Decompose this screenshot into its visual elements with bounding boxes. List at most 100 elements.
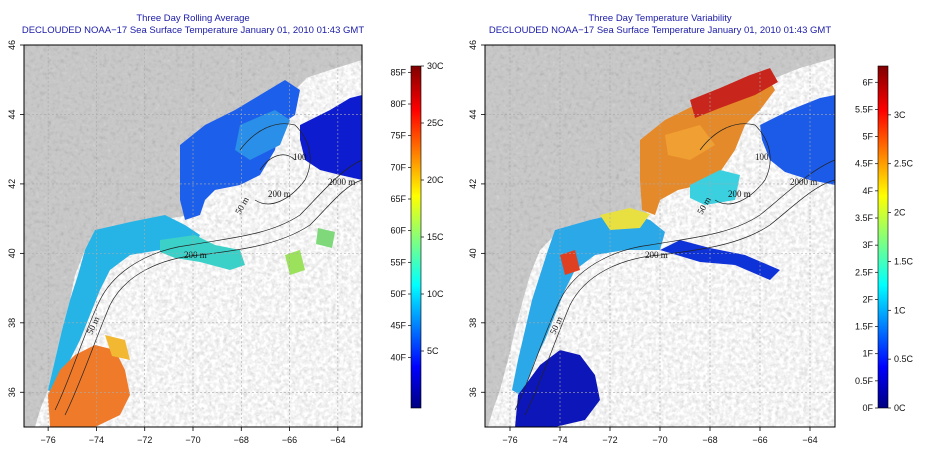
sst-shelf-break [160,235,245,270]
colorbar-label-c: 0C [894,403,906,413]
var-mab-shelf [512,212,665,395]
var-bay-of-fundy [690,68,778,118]
x-tick-label: −70 [652,435,667,445]
colorbar-label-c: 3C [894,110,906,120]
colorbar-label-f: 5.5F [855,104,874,114]
x-tick-label: −74 [89,435,104,445]
y-tick-label: 40 [468,248,478,258]
colorbar-label-f: 2.5F [855,267,874,277]
colorbar-right [877,65,889,409]
y-tick-label: 36 [7,387,17,397]
colorbar-label-f: 4.5F [855,159,874,169]
isobath-label-200-right-2: 200 m [645,250,668,260]
var-offshore-south [515,350,600,427]
sst-scotian-shelf [300,95,362,180]
colorbar-label-f: 75F [390,131,406,141]
x-tick-label: −68 [702,435,717,445]
colorbar-label-f: 40F [390,352,406,362]
colorbar-label-f: 3F [862,240,873,250]
var-shelf-yellow [600,208,650,230]
colorbar-ticks-left: 5C 10C 15C 20C 25C 30C 40F 45F 50F 55F 60F 65F 70F 75… [390,61,444,362]
isobath-line [699,123,771,205]
colorbar-label-c: 20C [427,175,444,185]
colorbar-label-c: 25C [427,118,444,128]
colorbar-label-c: 15C [427,232,444,242]
x-tick-label: −64 [802,435,817,445]
colorbar-ticks-right: 0C 0.5C 1C 1.5C 2C 2.5C 3C 0F 0.5F 1F 1.5F 2F 2.5F 3F… [855,77,914,413]
right-title: Three Day Temperature Variability [588,13,732,24]
x-tick-label: −74 [552,435,567,445]
x-tick-label: −66 [282,435,297,445]
y-tick-label: 44 [7,109,17,119]
colorbar-label-f: 80F [390,99,406,109]
isobath-line [239,123,311,205]
land-mass [485,45,835,427]
x-tick-label: −76 [502,435,517,445]
grid-left [24,45,362,427]
axis-ticks-left: −76 −74 −72 −70 −68 −66 −64 36 38 40 42 44 46 [7,40,345,445]
isobath-label-100-left: 100 [293,152,307,162]
isobath-contours [54,123,362,416]
sst-mab-shelf [48,215,200,395]
y-tick-label: 38 [468,318,478,328]
colorbar-label-f: 3.5F [855,213,874,223]
sst-hatteras-warm [48,345,130,427]
colorbar-label-f: 6F [862,77,873,87]
y-tick-label: 44 [468,109,478,119]
colorbar-label-f: 4F [862,186,873,196]
x-tick-label: −68 [234,435,249,445]
isobath-label-200-left: 200 m [268,189,291,199]
colorbar-label-c: 10C [427,289,444,299]
y-tick-label: 36 [468,387,478,397]
colorbar-label-f: 1F [862,349,873,359]
colorbar-label-f: 50F [390,289,406,299]
isobath-line [54,159,362,411]
colorbar-label-c: 1.5C [894,256,914,266]
isobath-contours [514,123,835,416]
colorbar-label-c: 5C [427,346,439,356]
x-tick-label: −72 [137,435,152,445]
colorbar-label-c: 0.5C [894,354,914,364]
colorbar-label-c: 30C [427,61,444,71]
isobath-label-200-right: 200 m [728,189,751,199]
colorbar-label-f: 0.5F [855,376,874,386]
isobath-line [524,179,835,416]
y-tick-label: 42 [7,179,17,189]
y-tick-label: 38 [7,318,17,328]
axis-ticks-right: −76 −74 −72 −70 −68 −66 −64 36 38 40 42 44 46 [468,40,818,445]
colorbar-label-f: 0F [862,403,873,413]
colorbar-left [410,65,422,409]
colorbar-label-f: 70F [390,162,406,172]
colorbar-label-f: 45F [390,321,406,331]
colorbar-label-c: 1C [894,305,906,315]
var-offshore-strip [660,240,780,280]
left-subtitle: DECLOUDED NOAA−17 Sea Surface Temperatur… [22,25,364,36]
x-tick-label: −64 [330,435,345,445]
colorbar-label-f: 65F [390,194,406,204]
sst-gulf-of-maine-east [235,110,290,160]
colorbar-label-f: 85F [390,67,406,77]
colorbar-label-f: 1.5F [855,322,874,332]
var-nj-hotspot [560,250,580,275]
isobath-label-2000-left: 2000 m [328,177,355,187]
isobath-line [64,179,362,416]
isobath-label-100-right: 100 [755,152,769,162]
colorbar-label-c: 2C [894,208,906,218]
left-title: Three Day Rolling Average [136,13,249,24]
sst-offshore-patch [285,250,305,275]
x-tick-label: −70 [185,435,200,445]
colorbar-label-f: 2F [862,294,873,304]
isobath-line [259,154,296,171]
isobath-label-2000-right: 2000 m [790,177,817,187]
right-panel: Three Day Temperature Variability DECLOU… [468,13,914,445]
var-scotian [760,95,835,185]
x-tick-label: −66 [752,435,767,445]
right-subtitle: DECLOUDED NOAA−17 Sea Surface Temperatur… [489,25,831,36]
y-tick-label: 46 [468,40,478,50]
y-tick-label: 42 [468,179,478,189]
left-panel: Three Day Rolling Average DECLOUDED NOAA… [7,13,444,445]
colorbar-label-f: 55F [390,257,406,267]
var-gulf-center [665,125,715,160]
isobath-label-200-left-2: 200 m [184,250,207,260]
